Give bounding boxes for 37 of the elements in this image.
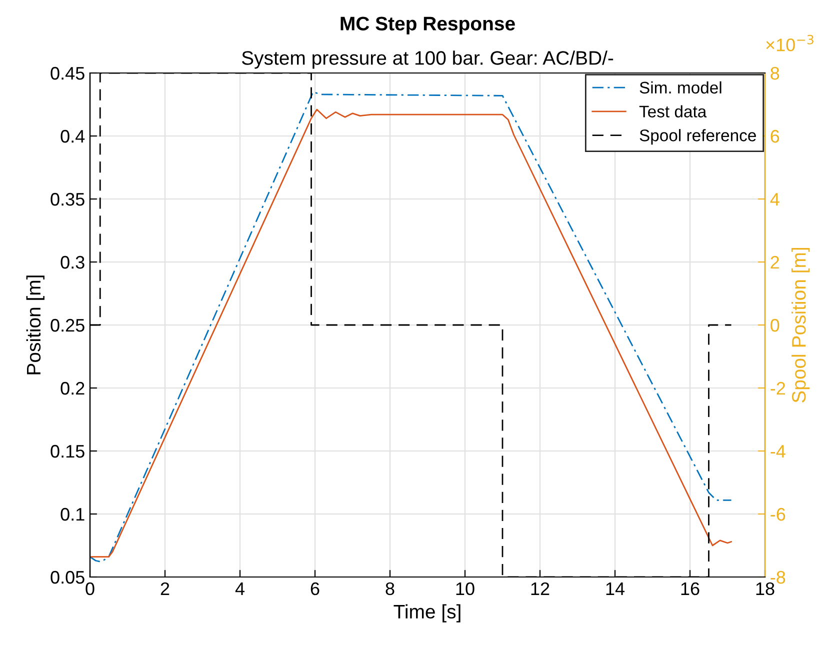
y2-tick-label: -4 (770, 445, 786, 458)
y-tick-label: 0.4 (60, 130, 85, 143)
y2-tick-label: 4 (770, 193, 780, 206)
x-tick-label: 12 (531, 582, 550, 595)
x-tick-label: 18 (756, 582, 774, 596)
x-tick-label: 14 (606, 582, 625, 595)
x-tick-label: 8 (386, 582, 394, 596)
y2-tick-label: -6 (770, 508, 786, 521)
x-tick-label: 16 (681, 582, 700, 596)
y-tick-label: 0.2 (60, 382, 84, 395)
x-tick-label: 10 (456, 582, 474, 596)
legend-label: Test data (639, 105, 707, 118)
chart-title: MC Step Response (340, 16, 515, 34)
y-tick-label: 0.05 (50, 570, 84, 584)
x-tick-label: 4 (235, 582, 244, 595)
y-tick-label: 0.35 (50, 192, 84, 206)
y2-tick-label: -8 (770, 570, 786, 584)
text: ×10$^{−3}$ (766, 34, 814, 52)
y2-tick-label: 6 (770, 130, 780, 143)
y-tick-label: 0.45 (50, 66, 84, 80)
y-axis-title: Position [m] (26, 276, 44, 374)
y2-tick-label: 0 (770, 318, 780, 332)
y-tick-label: 0.3 (60, 256, 84, 269)
y2-tick-label: 8 (770, 66, 780, 80)
x-tick-label: 2 (160, 582, 170, 595)
y-tick-label: 0.15 (50, 444, 84, 458)
x-axis-title: Time [s] (394, 604, 460, 622)
chart-subtitle: System pressure at 100 bar. Gear: AC/BD/- (242, 50, 614, 69)
x-tick-label: 0 (86, 582, 94, 596)
legend-label: Sim. model (640, 81, 722, 94)
legend-label: Spool reference (640, 129, 756, 145)
y2-tick-label: 2 (770, 256, 779, 269)
y-tick-label: 0.25 (50, 318, 84, 332)
x-tick-label: 6 (310, 582, 320, 596)
y-tick-label: 0.1 (60, 508, 84, 521)
y2-tick-label: -2 (770, 382, 786, 395)
y2-axis-title: Spool Position [m] (791, 248, 810, 402)
